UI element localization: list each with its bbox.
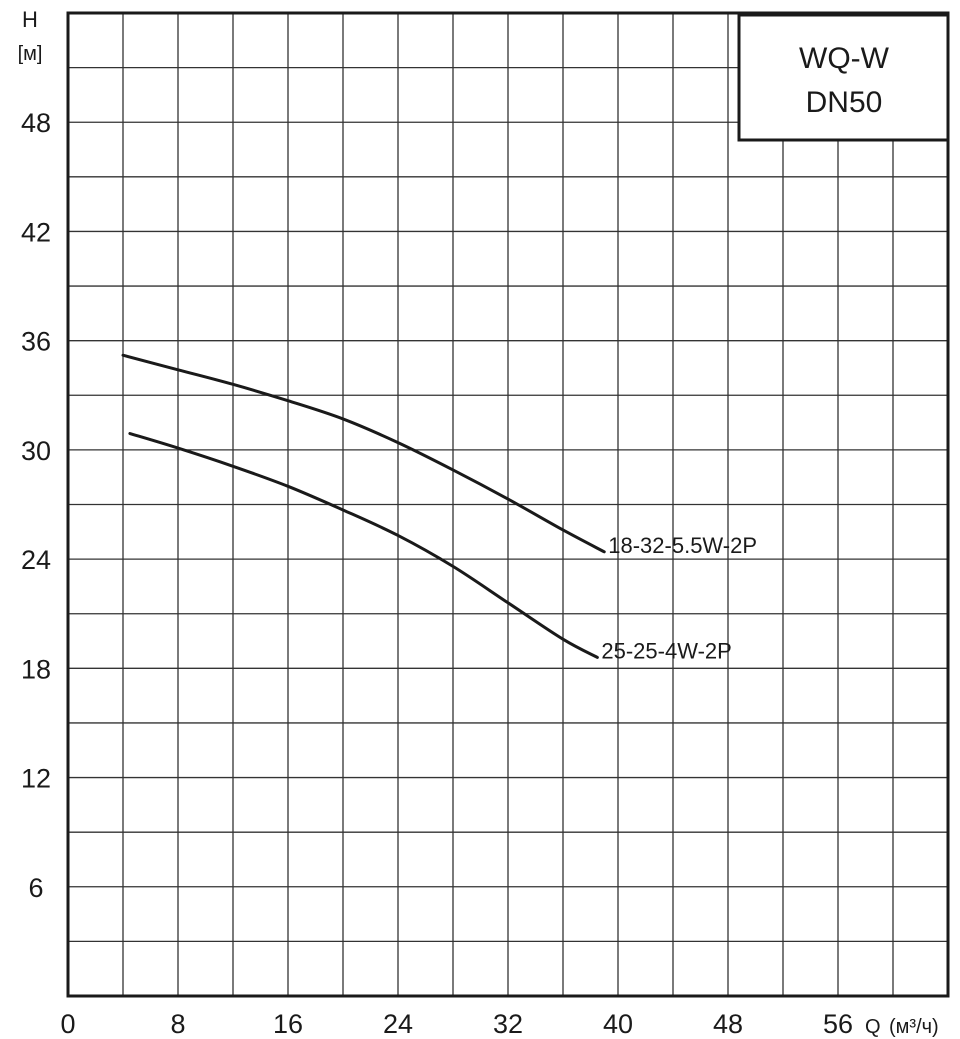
y-tick-label: 12 (21, 764, 51, 794)
plot-frame (66, 11, 950, 998)
x-tick-label: 0 (60, 1009, 75, 1039)
title-line-2: DN50 (806, 86, 883, 119)
series-line (121, 353, 606, 554)
x-axis-unit: (м³/ч) (889, 1016, 939, 1038)
x-tick-label: 48 (713, 1009, 743, 1039)
y-tick-label: 6 (28, 873, 43, 903)
grid (68, 13, 948, 996)
x-tick-label: 24 (383, 1009, 413, 1039)
x-tick-label: 32 (493, 1009, 523, 1039)
series-label: 18-32-5.5W-2P (608, 533, 757, 558)
x-axis-ticks: 0 8 16 24 32 40 48 56 (60, 1009, 853, 1039)
y-tick-label: 42 (21, 217, 51, 247)
y-tick-label: 48 (21, 108, 51, 138)
title-box-frame (737, 13, 950, 142)
series-line (128, 432, 599, 659)
y-tick-label: 30 (21, 436, 51, 466)
series-layer: 18-32-5.5W-2P 25-25-4W-2P (121, 353, 757, 663)
y-tick-label: 36 (21, 327, 51, 357)
x-axis-label: Q (865, 1016, 881, 1038)
y-tick-label: 18 (21, 654, 51, 684)
title-box: WQ-W DN50 (737, 13, 950, 142)
title-line-1: WQ-W (799, 42, 890, 75)
y-axis-ticks: 6 12 18 24 30 36 42 48 (21, 108, 51, 903)
y-tick-label: 24 (21, 545, 51, 575)
x-tick-label: 56 (823, 1009, 853, 1039)
x-tick-label: 8 (170, 1009, 185, 1039)
series-label: 25-25-4W-2P (601, 638, 731, 663)
y-axis-label: H (22, 7, 38, 32)
y-axis-unit: [м] (18, 43, 43, 65)
x-tick-label: 40 (603, 1009, 633, 1039)
x-tick-label: 16 (273, 1009, 303, 1039)
